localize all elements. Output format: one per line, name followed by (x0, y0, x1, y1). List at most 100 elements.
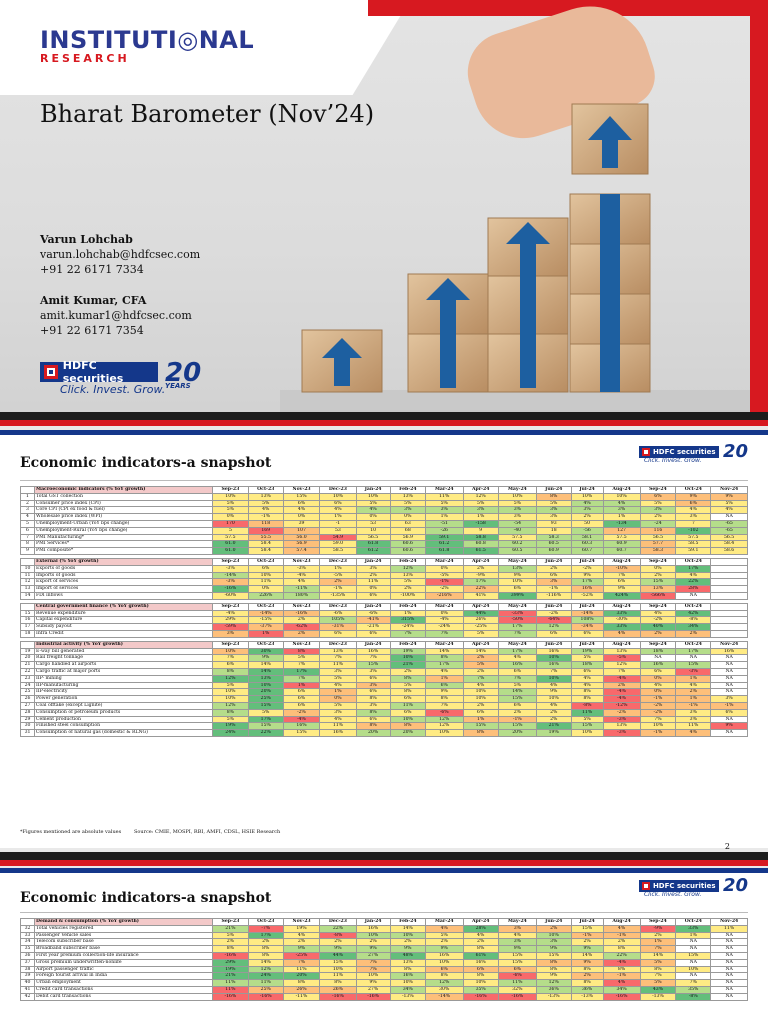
page-separator (0, 852, 768, 860)
indicator-value: 58.3 (639, 547, 677, 555)
indicator-value: 7% (355, 965, 391, 974)
indicator-value: NA (710, 965, 748, 974)
indicator-value: 15% (497, 722, 537, 731)
indicator-value: 19% (535, 729, 572, 737)
indicator-value: -2% (639, 616, 677, 625)
indicator-value: 60.9 (602, 540, 641, 549)
indicator-value: 2% (462, 654, 499, 663)
indicator-value: 7% (282, 958, 321, 967)
indicator-value: -4% (424, 616, 464, 625)
indicator-value: 11% (389, 701, 426, 710)
indicator-value: 19% (282, 924, 321, 933)
indicator-value: 3% (355, 701, 391, 710)
indicator-value: 2% (282, 938, 321, 947)
indicator-value: -2% (602, 708, 641, 717)
indicator-value: 11% (355, 578, 391, 587)
indicator-value: 8% (389, 965, 426, 974)
indicator-value: -11% (282, 585, 321, 593)
indicator-value: 6% (497, 701, 537, 710)
indicator-value: 5% (247, 708, 284, 717)
indicator-value: -31% (319, 623, 357, 631)
indicator-value: 7% (424, 629, 464, 638)
indicator-value: -34% (570, 623, 604, 631)
indicator-value: 26% (319, 985, 357, 994)
section-title: Macroeconomic indicators (% YoY growth) (34, 486, 213, 494)
indicator-value: 7% (319, 654, 357, 663)
indicator-value: 0% (355, 585, 391, 593)
indicator-value: 4% (282, 931, 321, 940)
indicator-value: -50% (497, 616, 537, 625)
page-separator (0, 412, 768, 420)
indicator-value: 58.6 (710, 547, 748, 555)
indicator-value: 9% (319, 945, 357, 953)
author-email[interactable]: amit.kumar1@hdfcsec.com (40, 309, 192, 322)
indicator-value: 9% (535, 972, 572, 981)
indicator-label: Airport passenger traffic (34, 965, 213, 974)
section-header-row: External (% YoY growth) Sep-23 Oct-23 Nov-2… (20, 557, 748, 566)
indicator-value: 8% (639, 965, 677, 974)
author-block-1: Varun Lohchab varun.lohchab@hdfcsec.com … (40, 232, 200, 277)
indicator-value: 28% (462, 924, 499, 933)
indicator-value: 9% (355, 979, 391, 987)
indicator-label: Unemployment-Rural (YoY bps change) (34, 526, 213, 535)
month-header: Sep-23 (212, 602, 249, 611)
indicator-value: 3% (675, 708, 712, 717)
indicator-value: -1% (675, 701, 712, 710)
indicator-value: 10% (497, 492, 537, 501)
indicator-value: 10% (424, 958, 464, 967)
indicator-label: Consumption of petroleum products (34, 708, 213, 717)
indicator-value: 4% (675, 729, 712, 737)
indicator-value: NA (710, 992, 748, 1001)
indicator-value: 2% (675, 688, 712, 697)
indicator-value: -6% (497, 972, 537, 981)
month-header: Feb-24 (389, 557, 426, 566)
indicator-value: 4% (570, 499, 604, 508)
heading-rule (20, 912, 748, 913)
indicator-value: 10% (535, 695, 572, 703)
indicator-value: 5% (639, 958, 677, 967)
indicator-value: 21% (212, 924, 249, 933)
indicator-value: -6% (355, 609, 391, 618)
table-row: 32 Total vehicles registered 21% -7% 19% 22% 1… (20, 924, 748, 933)
indicator-value: 3% (497, 924, 537, 933)
indicator-value: 9% (675, 492, 712, 501)
indicator-value: -216% (424, 591, 464, 600)
indicator-value: 7% (639, 715, 677, 724)
indicator-label: E-way bill generated (34, 647, 213, 656)
row-number: 20 (20, 654, 35, 663)
indicator-value: 1% (602, 513, 641, 521)
indicator-value: 4% (710, 506, 748, 515)
indicator-value: 3% (535, 938, 572, 947)
row-number: 41 (20, 985, 35, 994)
indicator-value: 226% (247, 591, 284, 600)
month-header: Sep-24 (639, 640, 677, 649)
indicator-value: 6% (639, 492, 677, 501)
indicator-value: -25% (282, 951, 321, 960)
indicator-value: 6% (462, 965, 499, 974)
indicator-value: 6% (497, 585, 537, 593)
indicator-value: NA (710, 715, 748, 724)
indicator-value: 11% (497, 979, 537, 987)
indicator-value: 1% (319, 564, 357, 573)
indicator-value: -16% (212, 585, 249, 593)
indicator-value: 15% (282, 492, 321, 501)
snapshot-page-1: Economic indicators-a snapshot HDFC secu… (0, 430, 768, 851)
month-header: Jun-24 (535, 640, 572, 649)
indicator-value: 8% (570, 979, 604, 987)
indicator-value: 180% (282, 591, 321, 600)
indicator-value: 8% (462, 945, 499, 953)
indicator-value: -65 (710, 526, 748, 535)
indicator-value: 10% (247, 571, 284, 580)
indicator-value: 4% (319, 715, 357, 724)
indicator-value: 4% (319, 506, 357, 515)
indicator-value: 15% (247, 701, 284, 710)
indicator-label: Imports of goods (34, 571, 213, 580)
indicator-value: 6% (602, 578, 641, 587)
author-email[interactable]: varun.lohchab@hdfcsec.com (40, 248, 201, 261)
indicator-label: Gross premium underwritten-nonlife (34, 958, 213, 967)
indicator-value: -14% (247, 609, 284, 618)
indicator-value: 2% (424, 938, 464, 947)
indicator-value: 3% (535, 578, 572, 587)
row-number: 18 (20, 629, 35, 638)
indicator-label: Subsidy payout (34, 623, 213, 631)
